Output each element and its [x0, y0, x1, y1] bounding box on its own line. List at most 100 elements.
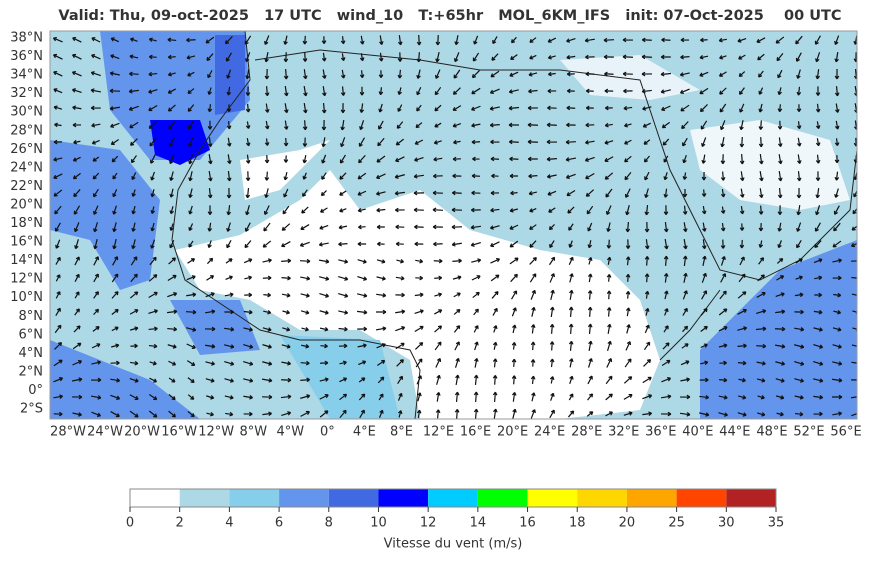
wind-arrow [110, 394, 121, 400]
wind-arrow [93, 256, 100, 266]
wind-arrow [511, 290, 518, 300]
wind-arrow [701, 205, 707, 215]
wind-arrow [851, 412, 857, 417]
wind-arrow [756, 37, 766, 43]
wind-arrow [474, 341, 479, 351]
wind-arrow [720, 222, 726, 232]
wind-arrow [587, 290, 593, 300]
wind-arrow [432, 207, 444, 213]
wind-arrow [263, 205, 270, 215]
wind-arrow [359, 409, 365, 419]
wind-arrow [414, 292, 424, 298]
wind-arrow [74, 273, 80, 282]
wind-arrow [530, 375, 536, 384]
wind-arrow [700, 307, 708, 316]
wind-arrow [663, 222, 669, 233]
lon-label: 8°W [239, 425, 267, 440]
lon-label: 4°E [353, 425, 376, 440]
wind-arrow [150, 171, 156, 181]
wind-arrow [470, 241, 481, 247]
wind-arrow [93, 291, 99, 299]
wind-arrow [605, 375, 613, 385]
wind-arrow [508, 122, 519, 128]
wind-arrow [852, 207, 857, 215]
colorbar-tick-label: 0 [126, 516, 134, 531]
wind-arrow [701, 154, 706, 164]
wind-arrow [91, 139, 100, 145]
wind-arrow [796, 222, 802, 232]
wind-arrow [397, 35, 403, 46]
wind-arrow [718, 412, 728, 417]
wind-arrow [395, 309, 406, 314]
wind-arrow [303, 85, 308, 97]
wind-arrow [55, 274, 61, 282]
wind-arrow [850, 396, 857, 399]
wind-arrow [208, 170, 213, 182]
wind-arrow [187, 377, 195, 384]
wind-arrow [358, 224, 366, 230]
wind-arrow [796, 69, 801, 79]
wind-arrow [206, 411, 214, 417]
wind-arrow [301, 343, 310, 349]
wind-arrow [204, 326, 216, 332]
wind-arrow [642, 411, 653, 417]
colorbar-tick-label: 20 [619, 516, 636, 531]
wind-arrow [185, 309, 197, 315]
wind-arrow [680, 37, 690, 43]
wind-arrow [738, 273, 746, 283]
wind-arrow [245, 171, 251, 182]
lon-label: 32°E [608, 425, 639, 440]
wind-arrow [72, 394, 83, 400]
wind-arrow [775, 344, 786, 349]
wind-arrow [605, 188, 613, 198]
wind-arrow [376, 173, 386, 180]
lon-label: 4°W [276, 425, 304, 440]
wind-arrow [813, 360, 824, 366]
wind-arrow [434, 341, 442, 351]
wind-arrow [130, 343, 138, 349]
wind-arrow [587, 375, 593, 385]
wind-arrow [604, 122, 613, 128]
wind-arrow [699, 55, 709, 60]
wind-arrow [547, 71, 556, 77]
wind-arrow [832, 327, 842, 332]
wind-arrow [623, 88, 633, 94]
lat-label: 12°N [10, 272, 43, 287]
wind-arrow [719, 290, 727, 300]
wind-arrow [815, 138, 821, 147]
wind-arrow [758, 205, 764, 215]
wind-arrow [243, 360, 254, 366]
wind-arrow [699, 394, 710, 400]
wind-arrow [395, 224, 405, 230]
wind-arrow [207, 137, 213, 148]
wind-arrow [453, 325, 461, 333]
wind-arrow [815, 52, 821, 63]
land-calm [560, 55, 700, 100]
wind-arrow [625, 222, 631, 233]
wind-arrow [510, 190, 518, 196]
wind-arrow [568, 340, 574, 351]
wind-arrow [471, 87, 481, 95]
wind-arrow [454, 391, 460, 402]
wind-arrow [660, 54, 671, 60]
wind-arrow [549, 240, 555, 248]
wind-arrow [53, 157, 63, 162]
wind-arrow [451, 207, 462, 213]
wind-arrow [243, 344, 254, 349]
wind-arrow [491, 290, 499, 299]
wind-arrow [509, 156, 519, 162]
wind-arrow [243, 395, 254, 400]
wind-arrow [719, 103, 727, 113]
lat-label: 24°N [10, 160, 43, 175]
wind-arrow [794, 327, 805, 332]
wind-arrow [737, 326, 748, 331]
wind-arrow [396, 121, 404, 129]
wind-arrow [625, 290, 631, 299]
wind-arrow [226, 121, 232, 130]
wind-arrow [435, 357, 442, 368]
wind-arrow [377, 241, 385, 247]
wind-arrow [718, 395, 728, 400]
wind-arrow [527, 105, 538, 111]
wind-arrow [72, 53, 82, 60]
wind-arrow [511, 342, 517, 350]
